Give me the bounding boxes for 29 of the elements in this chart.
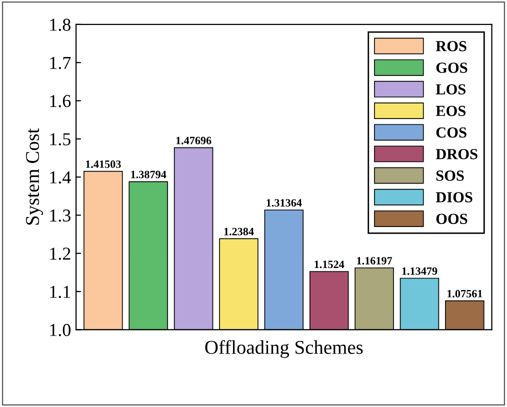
- legend-label: OOS: [436, 214, 468, 224]
- legend-label: EOS: [436, 106, 466, 116]
- y-axis-title: System Cost: [26, 128, 44, 225]
- data-label: 1.47696: [176, 136, 212, 144]
- data-label: 1.41503: [86, 160, 121, 168]
- legend-label: LOS: [436, 84, 466, 94]
- y-tick-label: 1.0: [50, 324, 70, 336]
- y-tick-label: 1.5: [50, 133, 70, 146]
- data-label: 1.13479: [402, 267, 438, 275]
- data-label: 1.2384: [224, 228, 254, 236]
- legend-label: ROS: [436, 41, 466, 52]
- x-axis-title: Offloading Schemes: [205, 340, 363, 358]
- legend-label: COS: [436, 127, 466, 138]
- legend-label: DROS: [436, 148, 478, 160]
- y-tick-label: 1.1: [50, 286, 70, 298]
- legend-label: GOS: [436, 62, 468, 73]
- data-label: 1.38794: [131, 170, 166, 178]
- data-label: 1.16197: [357, 257, 392, 265]
- data-label: 1.1524: [314, 260, 344, 268]
- legend-label: DIOS: [436, 192, 472, 202]
- y-tick-label: 1.8: [50, 18, 70, 31]
- y-tick-label: 1.3: [50, 210, 70, 222]
- y-tick-label: 1.7: [50, 56, 71, 70]
- data-label: 1.07561: [448, 290, 482, 298]
- data-label: 1.31364: [266, 199, 302, 207]
- y-tick-label: 1.4: [50, 171, 71, 184]
- legend-label: SOS: [436, 170, 464, 181]
- y-tick-label: 1.2: [50, 248, 70, 260]
- y-tick-label: 1.6: [50, 95, 71, 108]
